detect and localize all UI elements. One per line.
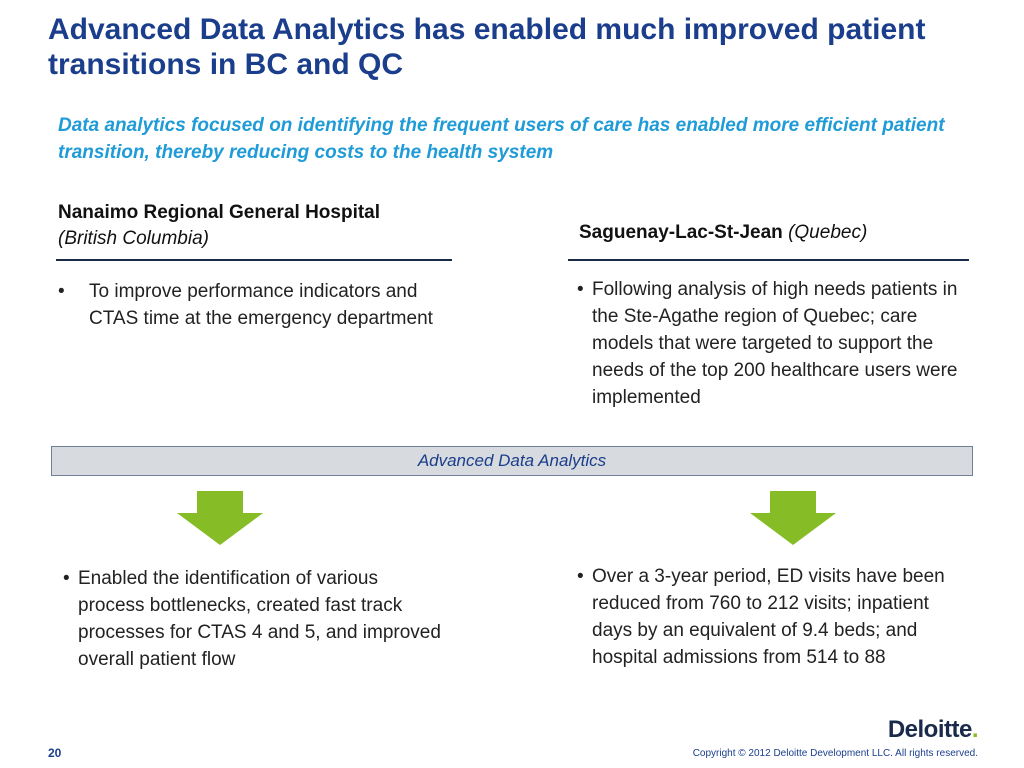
down-arrow-icon bbox=[750, 491, 836, 545]
right-before-bullet: • Following analysis of high needs patie… bbox=[577, 276, 977, 411]
bullet-marker: • bbox=[577, 566, 584, 587]
right-divider bbox=[568, 259, 969, 261]
bullet-marker: • bbox=[577, 279, 584, 300]
slide-title: Advanced Data Analytics has enabled much… bbox=[48, 13, 926, 81]
bullet-marker: • bbox=[63, 568, 70, 589]
slide-subtitle: Data analytics focused on identifying th… bbox=[58, 115, 945, 163]
left-after-bullet: • Enabled the identification of various … bbox=[63, 565, 448, 673]
bullet-marker: • bbox=[58, 281, 65, 302]
left-heading-region: (British Columbia) bbox=[58, 228, 209, 249]
left-heading-title: Nanaimo Regional General Hospital bbox=[58, 202, 381, 223]
down-arrow-icon bbox=[177, 491, 263, 545]
left-before-text: To improve performance indicators and CT… bbox=[89, 281, 433, 329]
right-after-text: Over a 3-year period, ED visits have bee… bbox=[592, 566, 945, 668]
right-heading: Saguenay-Lac-St-Jean (Quebec) bbox=[579, 220, 969, 246]
right-heading-region: (Quebec) bbox=[788, 222, 868, 243]
logo-green-dot: . bbox=[971, 716, 979, 743]
page-number: 20 bbox=[48, 746, 62, 760]
right-after-bullet: • Over a 3-year period, ED visits have b… bbox=[577, 563, 972, 671]
analytics-band-label: Advanced Data Analytics bbox=[417, 451, 607, 470]
deloitte-logo: Deloitte. bbox=[887, 716, 979, 744]
copyright-notice: Copyright © 2012 Deloitte Development LL… bbox=[692, 748, 978, 759]
logo-wordmark: Deloitte bbox=[887, 716, 973, 743]
left-before-bullet: • To improve performance indicators and … bbox=[58, 278, 453, 332]
right-heading-title: Saguenay-Lac-St-Jean bbox=[579, 222, 783, 243]
analytics-band: Advanced Data Analytics bbox=[51, 446, 973, 476]
right-before-text: Following analysis of high needs patient… bbox=[592, 279, 958, 408]
left-heading: Nanaimo Regional General Hospital (Briti… bbox=[58, 200, 458, 252]
left-divider bbox=[56, 259, 452, 261]
left-after-text: Enabled the identification of various pr… bbox=[78, 568, 441, 670]
